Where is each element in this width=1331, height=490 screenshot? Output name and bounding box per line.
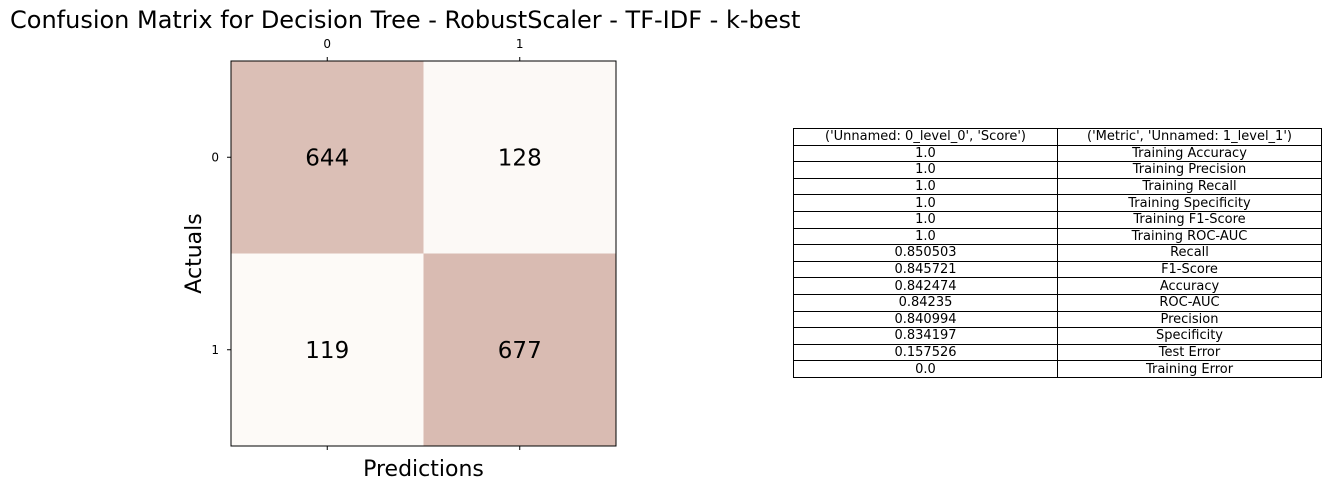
score-cell: 1.0 — [793, 210, 1058, 229]
table-row: 0.834197 Specificity — [793, 327, 1322, 345]
metric-cell: Precision — [1057, 310, 1322, 329]
metric-cell: Training ROC-AUC — [1057, 227, 1322, 246]
table-header-cell: ('Unnamed: 0_level_0', 'Score') — [793, 128, 1058, 146]
cell-value-label: 128 — [498, 145, 542, 171]
table-header-row: ('Unnamed: 0_level_0', 'Score') ('Metric… — [793, 128, 1322, 146]
table-row: 1.0 Training Precision — [793, 161, 1322, 179]
metrics-table: ('Unnamed: 0_level_0', 'Score') ('Metric… — [793, 128, 1322, 378]
table-row: 1.0 Training Accuracy — [793, 144, 1322, 163]
table-row: 1.0 Training Recall — [793, 177, 1322, 196]
score-cell: 0.845721 — [793, 260, 1058, 279]
cell-value-label: 644 — [305, 145, 349, 171]
metric-cell: Accuracy — [1057, 277, 1322, 295]
metric-cell: Training Recall — [1057, 177, 1322, 196]
metric-cell: Specificity — [1057, 327, 1322, 345]
score-cell: 0.842474 — [793, 277, 1058, 295]
table-row: 0.840994 Precision — [793, 310, 1322, 329]
score-cell: 0.840994 — [793, 310, 1058, 329]
metric-cell: Training Specificity — [1057, 194, 1322, 212]
table-row: 0.157526 Test Error — [793, 343, 1322, 362]
table-header-cell: ('Metric', 'Unnamed: 1_level_1') — [1057, 128, 1322, 146]
x-axis-label: Predictions — [363, 457, 484, 482]
score-cell: 1.0 — [793, 161, 1058, 179]
metric-cell: Training F1-Score — [1057, 210, 1322, 229]
heatmap-cell — [231, 61, 424, 254]
metric-cell: ROC-AUC — [1057, 293, 1322, 312]
x-tick-label: 0 — [323, 37, 331, 51]
score-cell: 1.0 — [793, 194, 1058, 212]
metric-cell: Recall — [1057, 244, 1322, 262]
chart-title: Confusion Matrix for Decision Tree - Rob… — [10, 6, 801, 34]
metric-cell: Training Error — [1057, 360, 1322, 378]
metric-cell: Training Precision — [1057, 161, 1322, 179]
metric-cell: F1-Score — [1057, 260, 1322, 279]
score-cell: 1.0 — [793, 144, 1058, 163]
y-tick-label: 1 — [211, 343, 219, 357]
table-row: 0.850503 Recall — [793, 244, 1322, 262]
table-row: 1.0 Training ROC-AUC — [793, 227, 1322, 246]
table-row: 0.842474 Accuracy — [793, 277, 1322, 295]
table-row: 0.0 Training Error — [793, 360, 1322, 378]
metric-cell: Training Accuracy — [1057, 144, 1322, 163]
score-cell: 1.0 — [793, 177, 1058, 196]
x-tick-label: 1 — [516, 37, 524, 51]
score-cell: 0.0 — [793, 360, 1058, 378]
heatmap-cell — [231, 253, 424, 446]
table-row: 1.0 Training Specificity — [793, 194, 1322, 212]
cell-value-label: 119 — [305, 338, 349, 364]
confusion-matrix-chart: 644 128 119 677 0 1 0 1 Predictions Actuals — [182, 37, 617, 482]
score-cell: 0.157526 — [793, 343, 1058, 362]
table-row: 0.84235 ROC-AUC — [793, 293, 1322, 312]
y-tick-label: 0 — [211, 150, 219, 164]
score-cell: 0.84235 — [793, 293, 1058, 312]
heatmap-cell — [423, 253, 616, 446]
score-cell: 0.834197 — [793, 327, 1058, 345]
heatmap-cell — [423, 61, 616, 254]
score-cell: 0.850503 — [793, 244, 1058, 262]
score-cell: 1.0 — [793, 227, 1058, 246]
plot-frame — [230, 60, 617, 447]
cell-value-label: 677 — [498, 338, 542, 364]
y-axis-label: Actuals — [182, 213, 207, 293]
table-row: 0.845721 F1-Score — [793, 260, 1322, 279]
metric-cell: Test Error — [1057, 343, 1322, 362]
table-row: 1.0 Training F1-Score — [793, 210, 1322, 229]
